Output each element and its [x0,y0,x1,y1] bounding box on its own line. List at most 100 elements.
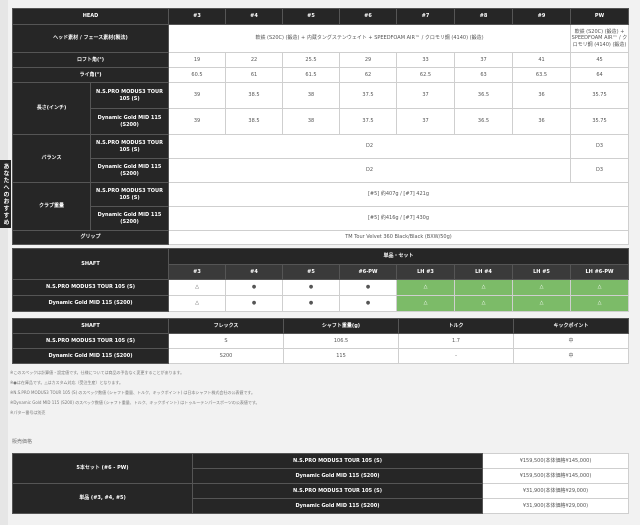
group-header: 単品・セット [167,248,630,265]
length-cell: 37 [396,82,455,109]
loft-cell: 29 [339,52,397,68]
lie-cell: 63 [454,67,513,83]
col-header: シャフト重量(g) [283,318,399,334]
shaft-label: N.S.PRO MODUS3 TOUR 105 (S) [192,483,483,499]
length-cell: 36.5 [454,82,513,109]
row-label-loft: ロフト角(°) [12,52,169,68]
loft-cell: 45 [570,52,629,68]
col-header: トルク [398,318,514,334]
shaft-label: N.S.PRO MODUS3 TOUR 105 (S) [192,453,483,469]
head-header: HEAD [12,8,169,25]
price-section-title: 販売価格 [12,439,33,445]
mark-cell-lh: △ [454,279,513,296]
loft-cell: 22 [225,52,283,68]
spec-table: HEAD #3 #4 #5 #6 #7 #8 #9 PW ヘッド素材 / フェー… [12,8,629,245]
col-header: #5 [282,8,340,25]
col-header-lh: LH #3 [396,264,455,280]
price-cell: ¥159,500(本体価格¥145,000) [482,453,629,469]
col-header: キックポイント [513,318,629,334]
mark-cell: ● [339,279,397,296]
col-header: #9 [512,8,571,25]
row-label-weight: クラブ重量 [12,182,91,231]
shaft-header: SHAFT [12,318,169,334]
loft-cell: 19 [168,52,226,68]
mark-cell-lh: △ [512,295,571,312]
balance-pw-value: D3 [570,158,629,183]
footnote: ※N.S.PRO MODUS3 TOUR 105 (S) のスペック数値 (シャ… [10,390,256,395]
grip-value: TM Tour Velvet 360 Black/Black (BXW/50g) [168,230,629,245]
lie-cell: 60.5 [168,67,226,83]
material-pw-value: 軟鉄 (S20C) (鍛造) + SPEEDFOAM AIR™ / クロモリ鋼 … [570,24,629,53]
shaft-label: Dynamic Gold MID 115 (S200) [90,206,169,231]
length-cell: 39 [168,82,226,109]
torque-cell: - [398,348,514,364]
col-header: #8 [454,8,513,25]
footnote: ※Dynamic Gold MID 115 (S200) のスペック数値 (シャ… [10,400,260,405]
flex-cell: S [168,333,284,349]
shaft-label: N.S.PRO MODUS3 TOUR 105 (S) [12,333,169,349]
availability-table: SHAFT 単品・セット #3 #4 #5 #6-PW LH #3 LH #4 … [12,248,630,312]
length-cell: 38.5 [225,82,283,109]
mark-cell: ● [339,295,397,312]
col-header: #4 [225,264,283,280]
shaft-label: N.S.PRO MODUS3 TOUR 105 (S) [90,134,169,159]
row-label-length: 長さ(インチ) [12,82,91,135]
col-header: #4 [225,8,283,25]
shaft-label: Dynamic Gold MID 115 (S200) [90,158,169,183]
mark-cell: ● [282,295,340,312]
row-label-material: ヘッド素材 / フェース素材(製法) [12,24,169,53]
mark-cell: △ [168,279,226,296]
length-cell: 35.75 [570,82,629,109]
mark-cell: ● [225,279,283,296]
length-cell: 36 [512,82,571,109]
shaft-label: Dynamic Gold MID 115 (S200) [12,348,169,364]
footnote: ※このスペックは計算値・設定値です。仕様については商品の予告なく変更することがあ… [10,370,185,375]
col-header: #7 [396,8,455,25]
weight-cell: 115 [283,348,399,364]
lie-cell: 62.5 [396,67,455,83]
col-header-lh: LH #4 [454,264,513,280]
mark-cell: △ [168,295,226,312]
length-cell: 37.5 [339,108,397,135]
lie-cell: 64 [570,67,629,83]
price-cell: ¥159,500(本体価格¥145,000) [482,468,629,484]
weight-value: [#5] 約407g / [#7] 421g [168,182,629,207]
lie-cell: 61.5 [282,67,340,83]
footnote: ※パター番号は別売 [10,410,46,415]
flex-cell: S200 [168,348,284,364]
material-value: 軟鉄 (S20C) (鍛造) + 内蔵タングステンウェイト + SPEEDFOA… [168,24,571,53]
price-group-label: 単品 (#3, #4, #5) [12,483,193,514]
loft-cell: 41 [512,52,571,68]
length-cell: 35.75 [570,108,629,135]
shaft-label: Dynamic Gold MID 115 (S200) [90,108,169,135]
mark-cell: ● [282,279,340,296]
lie-cell: 63.5 [512,67,571,83]
col-header: PW [570,8,629,25]
mark-cell: ● [225,295,283,312]
length-cell: 36 [512,108,571,135]
col-header: #6-PW [339,264,397,280]
shaft-spec-table: SHAFT フレックス シャフト重量(g) トルク キックポイント N.S.PR… [12,318,629,364]
row-label-lie: ライ角(°) [12,67,169,83]
kickpoint-cell: 中 [513,333,629,349]
mark-cell-lh: △ [454,295,513,312]
balance-value: D2 [168,158,571,183]
col-header-lh: LH #6-PW [569,264,630,280]
length-cell: 38 [282,108,340,135]
loft-cell: 37 [454,52,513,68]
shaft-header: SHAFT [12,248,169,280]
weight-value: [#5] 約416g / [#7] 430g [168,206,629,231]
price-table: 5本セット (#6 - PW) N.S.PRO MODUS3 TOUR 105 … [12,453,629,514]
recommend-tab[interactable]: あなたへのおすすめ [0,160,11,228]
mark-cell-lh: △ [512,279,571,296]
length-cell: 36.5 [454,108,513,135]
shaft-label: N.S.PRO MODUS3 TOUR 105 (S) [12,279,169,296]
col-header: #3 [168,8,226,25]
col-header-lh: LH #5 [512,264,571,280]
col-header: #6 [339,8,397,25]
torque-cell: 1.7 [398,333,514,349]
mark-cell-lh: △ [396,295,455,312]
mark-cell-lh: △ [569,279,630,296]
kickpoint-cell: 中 [513,348,629,364]
footnote: ※●は在庫品です。△はカスタム対応（受注生産）となります。 [10,380,123,385]
